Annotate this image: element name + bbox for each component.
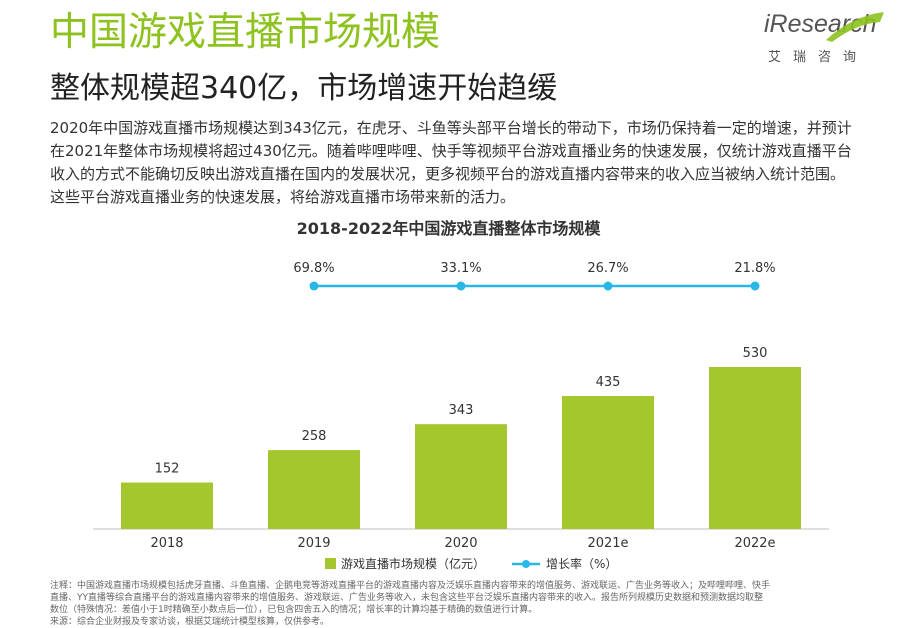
legend-line-label: 增长率（%） [546,556,617,571]
growth-rate-label: 26.7% [587,261,628,276]
bar-value-label: 435 [596,375,621,390]
bar-2019 [268,450,360,529]
note-line: 直播、YY直播等综合直播平台的游戏直播内容带来的增值服务、游戏联运、广告业务等收… [50,593,763,603]
growth-rate-point [603,281,613,291]
x-tick-label: 2021e [587,536,628,551]
intro-line: 这些平台游戏直播业务的快速发展，将给游戏直播市场带来新的活力。 [50,188,516,206]
growth-rate-label: 21.8% [734,261,775,276]
iresearch-logo: iResearch 艾瑞咨询 [764,8,888,68]
x-tick-label: 2020 [444,536,477,551]
page-title: 中国游戏直播市场规模 [50,10,441,55]
x-tick-label: 2022e [734,536,775,551]
footnotes: 注释：中国游戏直播市场规模包括虎牙直播、斗鱼直播、企鹅电竞等游戏直播平台的游戏直… [50,580,890,628]
bar-value-label: 258 [302,429,327,444]
growth-rate-point [309,281,319,291]
growth-rate-point [456,281,466,291]
legend-line-marker [522,560,530,568]
legend-bar-label: 游戏直播市场规模（亿元） [341,556,485,571]
bar-2020 [415,424,507,529]
intro-paragraph: 2020年中国游戏直播市场规模达到343亿元，在虎牙、斗鱼等头部平台增长的带动下… [50,117,890,209]
logo-subtext: 艾瑞咨询 [768,50,869,65]
legend-bar-swatch [325,558,336,569]
source-line: 来源：综合企业财报及专家访谈，根据艾瑞统计模型核算，仅供参考。 [50,617,330,627]
bar-value-label: 343 [449,403,474,418]
intro-line: 收入的方式不能确切反映出游戏直播在国内的发展状况，更多视频平台的游戏直播内容带来… [50,165,846,183]
intro-line: 在2021年整体市场规模将超过430亿元。随着哔哩哔哩、快手等视频平台游戏直播业… [50,142,852,160]
chart-title: 2018-2022年中国游戏直播整体市场规模 [296,219,601,238]
bar-value-label: 530 [743,346,768,361]
x-tick-label: 2019 [297,536,330,551]
x-tick-label: 2018 [150,536,183,551]
note-line: 数位（特殊情况：差值小于1时精确至小数点后一位），已包含四舍五入的情况；增长率的… [50,605,538,615]
note-line: 注释：中国游戏直播市场规模包括虎牙直播、斗鱼直播、企鹅电竞等游戏直播平台的游戏直… [50,581,771,591]
bar-2018 [121,482,213,529]
bar-value-label: 152 [155,462,180,477]
bar-2022e [709,367,801,529]
market-size-chart: 152 2018 258 2019 343 2020 435 2021e 530 2022e 69.… [93,261,829,571]
bar-2021e [562,396,654,529]
growth-rate-point [750,281,760,291]
logo-swoosh-icon [826,12,884,42]
growth-rate-label: 69.8% [293,261,334,276]
intro-line: 2020年中国游戏直播市场规模达到343亿元，在虎牙、斗鱼等头部平台增长的带动下… [50,119,852,137]
page-subtitle: 整体规模超340亿，市场增速开始趋缓 [50,71,558,106]
growth-rate-label: 33.1% [440,261,481,276]
